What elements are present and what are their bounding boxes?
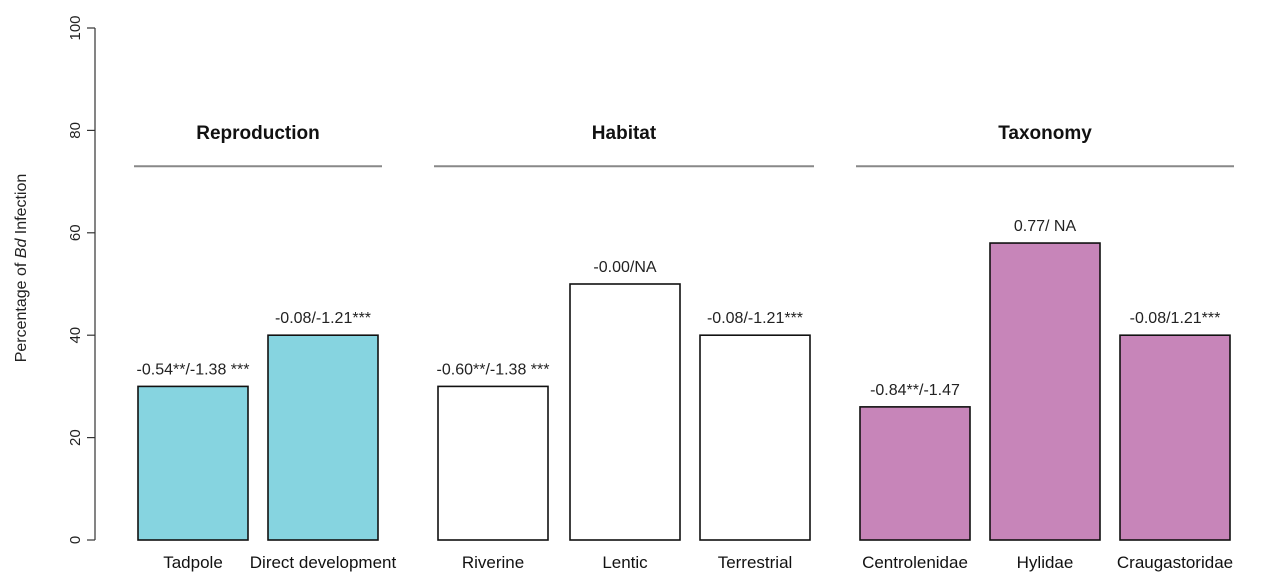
x-tick-label: Tadpole bbox=[163, 553, 223, 572]
y-axis-title: Percentage of Bd Infection bbox=[13, 174, 30, 363]
y-tick-label: 60 bbox=[67, 224, 84, 241]
y-tick-label: 20 bbox=[67, 429, 84, 446]
y-axis-title-part: Bd bbox=[13, 238, 30, 259]
bar-value-labels: -0.54**/-1.38 *** -0.08/-1.21*** -0.60**/-… bbox=[137, 218, 1221, 399]
bar bbox=[137, 385, 249, 541]
bar bbox=[437, 385, 549, 541]
bars bbox=[137, 242, 1231, 541]
group-title: Habitat bbox=[592, 123, 657, 144]
bar bbox=[1119, 334, 1231, 541]
x-tick-label: Hylidae bbox=[1017, 553, 1074, 572]
bar bbox=[989, 242, 1101, 541]
y-tick-label: 40 bbox=[67, 327, 84, 344]
y-axis-title-part: Percentage of bbox=[13, 258, 30, 362]
group-title: Reproduction bbox=[196, 123, 320, 144]
y-axis-title-part: Infection bbox=[13, 174, 30, 239]
group-title: Taxonomy bbox=[998, 123, 1092, 144]
x-tick-label: Terrestrial bbox=[718, 553, 793, 572]
bar bbox=[569, 283, 681, 541]
bar-value-label: 0.77/ NA bbox=[1014, 218, 1077, 235]
bar bbox=[699, 334, 811, 541]
bar-value-label: -0.08/-1.21*** bbox=[707, 310, 803, 327]
x-tick-label: Direct development bbox=[250, 553, 397, 572]
x-tick-label: Craugastoridae bbox=[1117, 553, 1233, 572]
bar-value-label: -0.84**/-1.47 bbox=[870, 382, 960, 399]
x-tick-label: Lentic bbox=[602, 553, 648, 572]
y-tick-label: 100 bbox=[67, 15, 84, 40]
bar bbox=[859, 406, 971, 541]
x-axis-labels: Tadpole Direct development Riverine Lentic T… bbox=[163, 553, 1233, 572]
bar-value-label: -0.00/NA bbox=[593, 259, 656, 276]
x-tick-label: Centrolenidae bbox=[862, 553, 968, 572]
x-tick-label: Riverine bbox=[462, 553, 524, 572]
y-tick-label: 0 bbox=[67, 536, 84, 544]
bar-value-label: -0.54**/-1.38 *** bbox=[137, 361, 250, 378]
bar bbox=[267, 334, 379, 541]
group-headers: Reproduction Habitat Taxonomy bbox=[134, 123, 1234, 168]
y-axis: 0 20 40 60 80 100 bbox=[67, 15, 96, 544]
bar-value-label: -0.08/-1.21*** bbox=[275, 310, 371, 327]
bar-value-label: -0.60**/-1.38 *** bbox=[437, 361, 550, 378]
bar-value-label: -0.08/1.21*** bbox=[1130, 310, 1221, 327]
y-tick-label: 80 bbox=[67, 122, 84, 139]
